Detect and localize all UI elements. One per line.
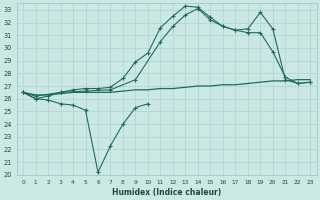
X-axis label: Humidex (Indice chaleur): Humidex (Indice chaleur): [112, 188, 221, 197]
